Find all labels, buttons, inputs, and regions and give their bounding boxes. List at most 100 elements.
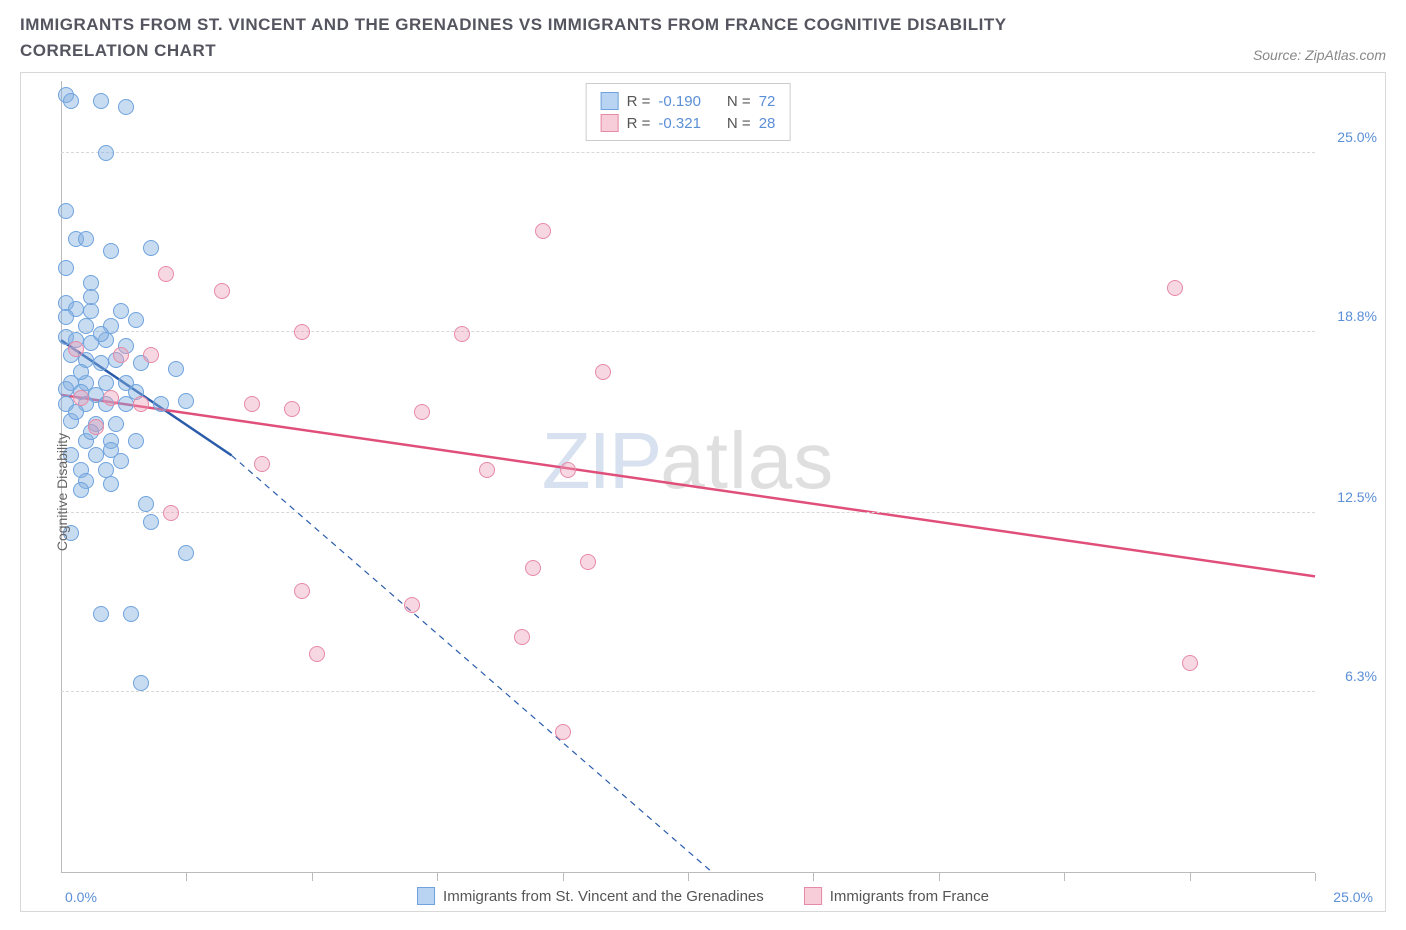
legend-swatch [417,887,435,905]
y-tick-label: 18.8% [1337,308,1377,324]
scatter-point [73,482,89,498]
scatter-point [58,260,74,276]
plot-area: ZIPatlas R =-0.190N =72R =-0.321N =28 6.… [61,81,1315,873]
scatter-point [93,326,109,342]
scatter-point [103,243,119,259]
n-label: N = [727,115,751,132]
scatter-point [118,99,134,115]
y-axis-label: Cognitive Disability [54,433,70,551]
scatter-point [93,93,109,109]
scatter-point [254,456,270,472]
x-tick [1190,873,1191,881]
source-attribution: Source: ZipAtlas.com [1253,47,1386,63]
scatter-point [63,93,79,109]
x-tick [186,873,187,881]
x-tick [563,873,564,881]
scatter-point [158,266,174,282]
scatter-point [178,545,194,561]
y-tick-label: 6.3% [1345,668,1377,684]
scatter-point [168,361,184,377]
x-tick [1315,873,1316,881]
scatter-point [244,396,260,412]
scatter-point [123,606,139,622]
scatter-point [118,396,134,412]
trend-lines [61,81,1315,873]
scatter-point [414,404,430,420]
scatter-point [1167,280,1183,296]
r-label: R = [627,93,651,110]
scatter-point [143,347,159,363]
series-legend: Immigrants from St. Vincent and the Gren… [417,887,989,905]
watermark-zip: ZIP [542,416,660,505]
gridline [61,691,1315,692]
x-tick [312,873,313,881]
scatter-point [58,309,74,325]
scatter-point [78,318,94,334]
scatter-point [214,283,230,299]
scatter-point [73,364,89,380]
scatter-point [73,390,89,406]
scatter-point [555,724,571,740]
scatter-point [294,583,310,599]
stats-legend-row: R = -0.190 N = 72 [601,90,776,112]
scatter-point [113,303,129,319]
stats-legend: R =-0.190N =72R =-0.321N =28 [586,83,791,141]
chart-title: IMMIGRANTS FROM ST. VINCENT AND THE GREN… [20,12,1120,63]
legend-swatch [804,887,822,905]
scatter-point [595,364,611,380]
scatter-point [294,324,310,340]
scatter-point [58,203,74,219]
legend-swatch [601,92,619,110]
scatter-point [103,390,119,406]
scatter-point [68,404,84,420]
series-legend-item: Immigrants from St. Vincent and the Gren… [417,887,764,905]
x-tick [939,873,940,881]
n-label: N = [727,93,751,110]
scatter-point [404,597,420,613]
watermark: ZIPatlas [542,415,834,507]
scatter-point [93,355,109,371]
scatter-point [309,646,325,662]
x-tick [437,873,438,881]
scatter-point [68,341,84,357]
scatter-point [93,606,109,622]
scatter-point [580,554,596,570]
n-value: 72 [759,93,776,110]
scatter-point [284,401,300,417]
scatter-point [133,675,149,691]
series-legend-item: Immigrants from France [804,887,989,905]
x-tick [1064,873,1065,881]
scatter-point [103,476,119,492]
scatter-point [560,462,576,478]
x-axis-max-label: 25.0% [1333,889,1373,905]
r-value: -0.190 [658,93,701,110]
scatter-point [178,393,194,409]
scatter-point [88,447,104,463]
scatter-point [133,396,149,412]
x-tick [813,873,814,881]
scatter-point [88,419,104,435]
scatter-point [1182,655,1198,671]
scatter-point [128,312,144,328]
n-value: 28 [759,115,776,132]
scatter-point [143,240,159,256]
gridline [61,331,1315,332]
r-label: R = [627,115,651,132]
scatter-point [454,326,470,342]
scatter-point [83,289,99,305]
scatter-point [128,433,144,449]
series-name: Immigrants from St. Vincent and the Gren… [443,888,764,905]
gridline [61,512,1315,513]
scatter-point [153,396,169,412]
scatter-point [143,514,159,530]
series-name: Immigrants from France [830,888,989,905]
stats-legend-row: R =-0.321N =28 [601,112,776,134]
scatter-point [78,231,94,247]
scatter-point [535,223,551,239]
scatter-point [98,145,114,161]
scatter-point [138,496,154,512]
scatter-point [479,462,495,478]
scatter-point [108,416,124,432]
scatter-point [514,629,530,645]
legend-swatch [601,114,619,132]
